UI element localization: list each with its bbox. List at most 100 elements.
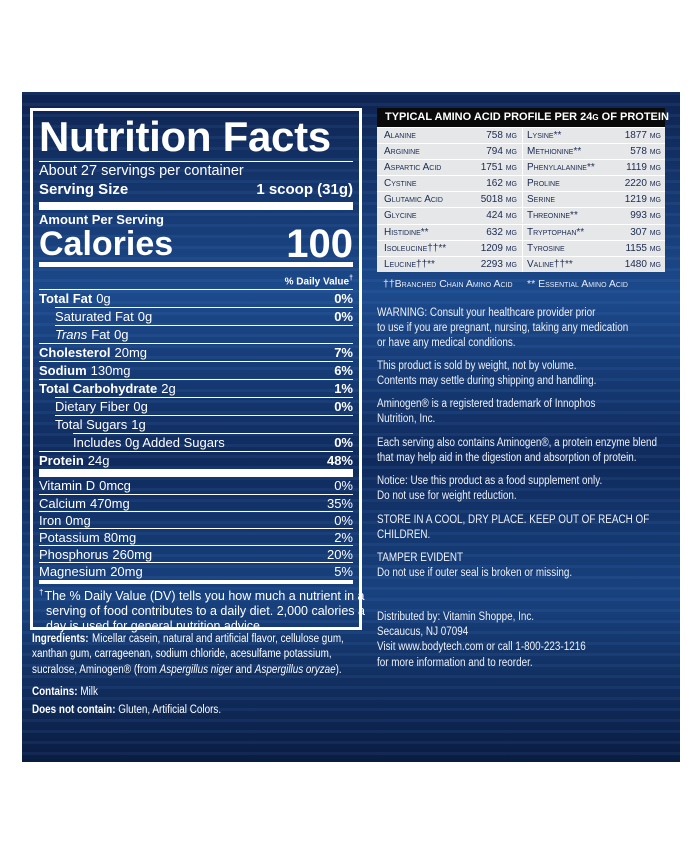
nutrition-facts-panel: Nutrition Facts About 27 servings per co… bbox=[30, 108, 365, 633]
nutrient-row: Cholesterol 20mg 7% bbox=[39, 343, 353, 362]
amino-amount: 5018 mg bbox=[480, 194, 517, 206]
amino-amount: 162 mg bbox=[486, 178, 517, 190]
nutrient-amount: 0g bbox=[133, 399, 148, 414]
does-not-contain-text: Gluten, Artificial Colors. bbox=[118, 704, 222, 716]
contains: Contains: Milk bbox=[32, 685, 98, 700]
note: Notice: Use this product as a food suppl… bbox=[377, 474, 602, 504]
ingredients-text: and bbox=[232, 663, 255, 676]
amino-row: Glutamic Acid 5018 mg Serine 1219 mg bbox=[377, 191, 665, 208]
amino-row: Leucine††** 2293 mg Valine††** 1480 mg bbox=[377, 255, 665, 272]
amino-name: Arginine bbox=[384, 146, 420, 158]
dv-header-text: % Daily Value bbox=[284, 276, 350, 288]
amino-amount: 1155 mg bbox=[625, 242, 661, 254]
medium-divider bbox=[39, 262, 353, 267]
nutrient-dv: 0% bbox=[334, 435, 353, 450]
footnote-line: day is used for general nutrition advice… bbox=[39, 619, 353, 634]
nutrient-name: Total Carbohydrate bbox=[39, 381, 158, 396]
nutrient-amount: 1g bbox=[131, 417, 146, 432]
nutrient-name: Sodium bbox=[39, 363, 87, 378]
nutrient-dv: 1% bbox=[334, 381, 353, 396]
note-line: Distributed by: Vitamin Shoppe, Inc. bbox=[377, 611, 535, 623]
nutrient-dv: 0% bbox=[334, 309, 353, 324]
vitamin-name: Phosphorus bbox=[39, 547, 109, 562]
amino-name: Methionine** bbox=[527, 146, 582, 158]
amino-amount: 1209 mg bbox=[480, 242, 517, 254]
amino-name: Histidine** bbox=[384, 226, 429, 238]
dv-header-mark: † bbox=[349, 275, 353, 282]
amino-amount: 424 mg bbox=[486, 210, 517, 222]
amino-amount: 794 mg bbox=[486, 146, 517, 158]
nutrient-name: Includes 0g Added Sugars bbox=[73, 435, 225, 450]
calories-value: 100 bbox=[286, 222, 353, 266]
column-divider bbox=[522, 208, 523, 224]
vitamin-dv: 2% bbox=[334, 530, 353, 545]
column-divider bbox=[522, 224, 523, 240]
amino-name: Tyrosine bbox=[527, 242, 565, 254]
vitamin-amount: 0mg bbox=[65, 513, 91, 528]
vitamin-row: Potassium 80mg 2% bbox=[39, 528, 353, 546]
nutrient-row: Protein 24g 48% bbox=[39, 451, 353, 470]
nutrient-row: Includes 0g Added Sugars 0% bbox=[73, 433, 353, 452]
dv-header: % Daily Value† bbox=[39, 272, 353, 289]
nutrient-name: Fat bbox=[91, 327, 111, 342]
nutrient-row: Dietary Fiber 0g 0% bbox=[55, 397, 353, 416]
amino-row: Isoleucine††** 1209 mg Tyrosine 1155 mg bbox=[377, 239, 665, 256]
calories: Calories 100 bbox=[39, 222, 353, 266]
vitamin-name: Calcium bbox=[39, 496, 86, 511]
nutrient-amount: 0g bbox=[114, 327, 129, 342]
amino-name: Serine bbox=[527, 194, 556, 206]
note-line: This product is sold by weight, not by v… bbox=[377, 360, 577, 372]
amino-name: Glycine bbox=[384, 210, 417, 222]
amino-row: Glycine 424 mg Threonine** 993 mg bbox=[377, 207, 665, 224]
footnote-mark: † bbox=[39, 588, 44, 597]
amino-rows: Alanine 758 mg Lysine** 1877 mg Arginine 794 … bbox=[377, 127, 665, 272]
servings: About 27 servings per container bbox=[39, 163, 244, 179]
note-line: Do not use if outer seal is broken or mi… bbox=[377, 567, 573, 580]
amino-title: TYPICAL AMINO ACID PROFILE PER 24g OF PR… bbox=[377, 108, 669, 127]
nutrient-amount: 0g bbox=[96, 291, 111, 306]
column-divider bbox=[522, 256, 523, 272]
footnote-line: †The % Daily Value (DV) tells you how mu… bbox=[39, 585, 365, 604]
vitamin-row: Magnesium 20mg 5% bbox=[39, 562, 353, 580]
nutrient-amount: 24g bbox=[87, 453, 110, 468]
amino-footnote: ** Essential Amino Acid bbox=[527, 278, 628, 290]
serving-size: Serving Size 1 scoop (31g) bbox=[39, 180, 353, 199]
note-line: STORE IN A COOL, DRY PLACE. KEEP OUT OF … bbox=[377, 514, 650, 526]
note: Each serving also contains Aminogen®, a … bbox=[377, 436, 657, 466]
nutrient-dv: 0% bbox=[334, 291, 353, 306]
amino-name: Threonine** bbox=[527, 210, 578, 222]
note: STORE IN A COOL, DRY PLACE. KEEP OUT OF … bbox=[377, 513, 649, 543]
amino-name: Aspartic Acid bbox=[384, 162, 442, 174]
note-line: that may help aid in the digestion and a… bbox=[377, 452, 637, 465]
nutrient-name: Total Fat bbox=[39, 291, 93, 306]
nutrient-row: Saturated Fat 0g 0% bbox=[55, 307, 353, 326]
vitamin-amount: 260mg bbox=[112, 547, 153, 562]
amino-name: Cystine bbox=[384, 178, 417, 190]
column-divider bbox=[522, 160, 523, 176]
nutrient-name: Protein bbox=[39, 453, 84, 468]
nutrient-name: Cholesterol bbox=[39, 345, 111, 360]
vitamin-amount: 80mg bbox=[103, 530, 137, 545]
amino-amount: 578 mg bbox=[630, 146, 661, 158]
amino-name: Isoleucine††** bbox=[384, 242, 447, 254]
amino-name: Phenylalanine** bbox=[527, 162, 595, 174]
ingredients-line: xanthan gum, carrageenan, sodium chlorid… bbox=[32, 647, 332, 662]
nutrient-name-italic: Trans bbox=[55, 327, 88, 342]
amino-amount: 307 mg bbox=[630, 226, 661, 238]
amino-name: Leucine††** bbox=[384, 258, 435, 270]
contains-label: Contains: bbox=[32, 686, 78, 698]
vitamin-dv: 0% bbox=[334, 478, 353, 493]
amino-acid-table: TYPICAL AMINO ACID PROFILE PER 24g OF PR… bbox=[377, 108, 669, 272]
note-line: or have any medical conditions. bbox=[377, 337, 516, 350]
amino-row: Alanine 758 mg Lysine** 1877 mg bbox=[377, 127, 665, 144]
does-not-contain: Does not contain: Gluten, Artificial Col… bbox=[32, 703, 221, 718]
vitamin-dv: 35% bbox=[326, 496, 353, 511]
ingredients-text: ). bbox=[335, 663, 342, 676]
nutrient-amount: 0g bbox=[137, 309, 153, 324]
amino-row: Aspartic Acid 1751 mg Phenylalanine** 1119 … bbox=[377, 159, 665, 176]
nutrient-amount: 20mg bbox=[114, 345, 148, 360]
vitamin-dv: 20% bbox=[326, 547, 353, 562]
amino-row: Histidine** 632 mg Tryptophan** 307 mg bbox=[377, 223, 665, 240]
column-divider bbox=[522, 176, 523, 192]
serving-size-value: 1 scoop (31g) bbox=[256, 181, 353, 198]
